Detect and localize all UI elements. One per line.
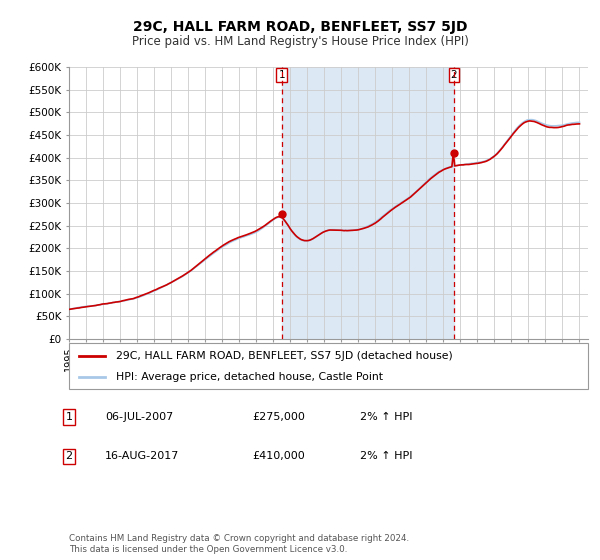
Text: Price paid vs. HM Land Registry's House Price Index (HPI): Price paid vs. HM Land Registry's House … bbox=[131, 35, 469, 48]
Text: 29C, HALL FARM ROAD, BENFLEET, SS7 5JD (detached house): 29C, HALL FARM ROAD, BENFLEET, SS7 5JD (… bbox=[116, 351, 452, 361]
Bar bbox=[282, 67, 454, 339]
Text: 2: 2 bbox=[65, 451, 73, 461]
Text: 2% ↑ HPI: 2% ↑ HPI bbox=[360, 451, 413, 461]
Text: 2% ↑ HPI: 2% ↑ HPI bbox=[360, 412, 413, 422]
Text: Contains HM Land Registry data © Crown copyright and database right 2024.
This d: Contains HM Land Registry data © Crown c… bbox=[69, 534, 409, 554]
Text: 29C, HALL FARM ROAD, BENFLEET, SS7 5JD: 29C, HALL FARM ROAD, BENFLEET, SS7 5JD bbox=[133, 20, 467, 34]
FancyBboxPatch shape bbox=[69, 343, 588, 389]
Text: £410,000: £410,000 bbox=[252, 451, 305, 461]
Text: 1: 1 bbox=[65, 412, 73, 422]
Text: HPI: Average price, detached house, Castle Point: HPI: Average price, detached house, Cast… bbox=[116, 372, 383, 382]
Text: 06-JUL-2007: 06-JUL-2007 bbox=[105, 412, 173, 422]
Text: 16-AUG-2017: 16-AUG-2017 bbox=[105, 451, 179, 461]
Text: 2: 2 bbox=[451, 70, 457, 80]
Text: 1: 1 bbox=[278, 70, 285, 80]
Text: £275,000: £275,000 bbox=[252, 412, 305, 422]
